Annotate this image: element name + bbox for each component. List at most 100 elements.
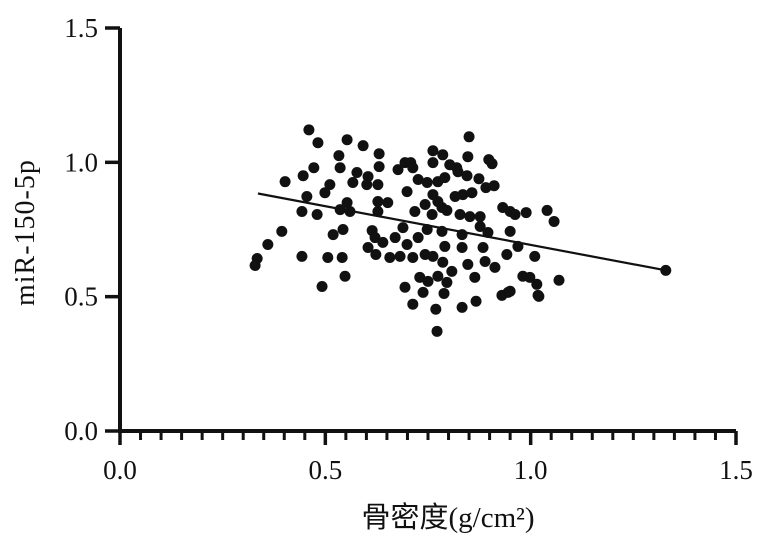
data-point xyxy=(474,211,486,223)
data-point xyxy=(489,261,501,273)
data-point xyxy=(397,222,409,234)
data-point xyxy=(473,173,485,185)
data-point xyxy=(479,255,491,267)
data-point xyxy=(541,204,553,216)
data-point xyxy=(312,137,324,149)
data-point xyxy=(421,176,433,188)
data-point xyxy=(480,182,492,194)
data-point xyxy=(344,205,356,217)
data-point xyxy=(482,226,494,238)
data-point xyxy=(466,187,478,199)
data-point xyxy=(520,207,532,219)
data-point xyxy=(474,221,486,233)
data-point xyxy=(361,179,373,191)
data-point xyxy=(399,281,411,293)
data-point xyxy=(303,124,315,136)
data-point xyxy=(296,205,308,217)
data-point xyxy=(439,172,451,184)
data-point xyxy=(548,215,560,227)
data-point xyxy=(456,301,468,313)
data-point xyxy=(414,271,426,283)
data-point xyxy=(469,271,481,283)
data-point xyxy=(496,289,508,301)
data-point xyxy=(392,164,404,176)
data-point xyxy=(262,239,274,251)
data-point xyxy=(422,275,434,287)
data-point xyxy=(427,145,439,157)
x-tick-label-0.5: 0.5 xyxy=(308,455,342,485)
data-point xyxy=(322,251,334,263)
data-point xyxy=(456,242,468,254)
data-point xyxy=(470,295,482,307)
data-point xyxy=(297,170,309,182)
data-point xyxy=(452,166,464,178)
data-point xyxy=(441,276,453,288)
data-point xyxy=(446,265,458,277)
data-point xyxy=(276,225,288,237)
y-axis-title: miR-150-5p xyxy=(10,159,41,307)
data-point xyxy=(372,205,384,217)
data-point xyxy=(464,211,476,223)
data-point xyxy=(372,196,384,208)
y-tick-label-1.0: 1.0 xyxy=(64,147,98,177)
data-point xyxy=(439,240,451,252)
x-tick-label-1.5: 1.5 xyxy=(719,455,753,485)
data-point xyxy=(407,251,419,263)
y-tick-label-0.0: 0.0 xyxy=(64,416,98,446)
data-point xyxy=(430,303,442,315)
data-point xyxy=(401,239,413,251)
data-point xyxy=(512,240,524,252)
data-point xyxy=(454,208,466,220)
data-point xyxy=(462,151,474,163)
data-point xyxy=(477,242,489,254)
data-point xyxy=(357,140,369,152)
data-point xyxy=(553,274,565,286)
data-point xyxy=(462,258,474,270)
data-point xyxy=(249,260,261,272)
data-point xyxy=(311,208,323,220)
data-point xyxy=(407,162,419,174)
data-point xyxy=(377,236,389,248)
data-point xyxy=(296,250,308,262)
data-point xyxy=(509,208,521,220)
x-tick-label-0.0: 0.0 xyxy=(103,455,137,485)
data-point xyxy=(370,248,382,260)
data-point xyxy=(336,251,348,263)
data-point xyxy=(351,167,363,179)
x-axis-title: 骨密度(g/cm²) xyxy=(361,502,535,534)
data-point xyxy=(531,278,543,290)
data-point xyxy=(319,187,331,199)
data-point xyxy=(427,157,439,169)
axes-layer xyxy=(105,26,738,445)
data-points-layer xyxy=(249,124,672,337)
data-point xyxy=(316,280,328,292)
data-point xyxy=(529,250,541,262)
data-point xyxy=(438,287,450,299)
data-point xyxy=(426,208,438,220)
data-point xyxy=(504,225,516,237)
data-point xyxy=(341,134,353,146)
tick-labels-layer: 0.0 0.5 1.0 1.5 0.0 0.5 1.0 1.5 xyxy=(64,13,753,485)
data-point xyxy=(327,229,339,241)
data-point xyxy=(432,270,444,282)
data-point xyxy=(461,170,473,182)
data-point xyxy=(347,176,359,188)
data-point xyxy=(437,256,449,268)
data-point xyxy=(457,189,469,201)
data-point xyxy=(437,149,449,161)
data-point xyxy=(660,264,672,276)
data-point xyxy=(337,224,349,235)
data-point xyxy=(456,229,468,241)
data-point xyxy=(382,197,394,209)
y-tick-label-0.5: 0.5 xyxy=(64,282,98,312)
data-point xyxy=(412,232,424,244)
data-point xyxy=(504,285,516,297)
data-point xyxy=(431,325,443,337)
data-point xyxy=(394,250,406,262)
data-point xyxy=(372,179,384,191)
data-point xyxy=(362,242,374,254)
x-tick-label-1.0: 1.0 xyxy=(514,455,548,485)
data-point xyxy=(419,199,431,211)
